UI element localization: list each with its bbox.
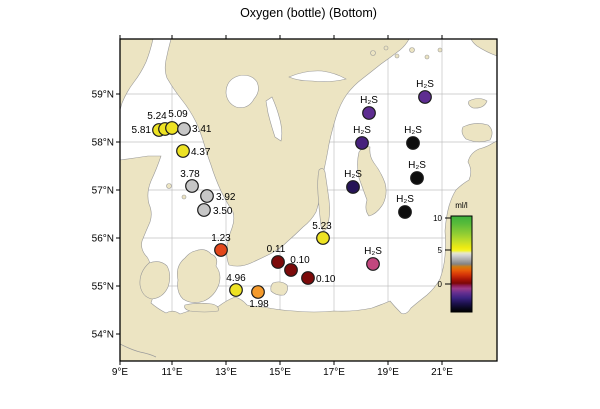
station-point [197,203,211,217]
station-point [271,255,285,269]
colorbar-tick-label: 5 [438,246,443,255]
island-zealand [177,249,221,303]
elbe-river [120,343,157,358]
station-label: 1.23 [211,233,231,244]
station-point [355,136,369,150]
station-label: H₂S [360,95,378,106]
station-label: 0.11 [267,244,286,255]
station-point [418,90,432,104]
station-point [406,136,420,150]
station-label: H₂S [408,160,426,171]
station-label: H₂S [353,125,371,136]
station-point [346,180,360,194]
station-label: 3.78 [180,169,200,180]
station-point [229,283,243,297]
station-point [176,144,190,158]
map-frame [119,38,498,362]
land-group [120,39,497,361]
island-hiiumaa [468,98,488,109]
y-axis-label: 59°N [92,90,114,101]
island-saaremaa [461,123,493,143]
station-label: 5.23 [312,221,332,232]
stations: 5.81 5.24 5.09 3.41 4.37 3.78 3.92 3.50 1.23 4.96… [132,79,435,310]
chart-title: Oxygen (bottle) (Bottom) [240,6,377,20]
colorbar: ml/l 10 5 0 [433,201,473,313]
colorbar-gradient [450,215,473,313]
lake-vanern [225,74,259,108]
axes: 9°E 11°E 13°E 15°E 17°E 19°E 21°E 59°N 58°N 57°N 5… [92,35,453,378]
lake-vattern [265,96,283,142]
station-point [366,257,380,271]
station-label: H₂S [344,169,362,180]
x-axis-label: 19°E [377,367,399,378]
station-point [284,263,298,277]
x-axis-label: 17°E [323,367,345,378]
station-label: H₂S [364,246,382,257]
island-lolland-falster [184,302,219,313]
y-axis-label: 54°N [92,330,114,341]
archipelago-islets [166,45,443,200]
station-point [214,243,228,257]
x-axis-label: 9°E [112,367,129,378]
station-label: 3.41 [192,124,212,135]
land-jutland-continent [120,140,497,361]
y-axis-label: 57°N [92,186,114,197]
colorbar-title: ml/l [455,201,468,210]
station-point [316,231,330,245]
station-label: H₂S [416,79,434,90]
station-point [251,285,265,299]
station-point [165,121,179,135]
colorbar-tick-label: 0 [438,280,443,289]
x-axis-label: 13°E [215,367,237,378]
station-label: 1.98 [249,299,269,310]
y-axis-label: 56°N [92,234,114,245]
colorbar-tick-label: 10 [433,214,442,223]
station-label: H₂S [396,194,414,205]
x-axis-label: 11°E [161,367,182,378]
land-northeast-corner [470,39,497,57]
land-norway [120,39,154,111]
station-point [410,171,424,185]
station-point [362,106,376,120]
station-point [177,122,191,136]
lake-malaren [288,70,347,82]
station-label: 5.24 [147,111,167,122]
x-axis-label: 15°E [269,367,291,378]
island-oland [317,168,330,231]
station-label: 3.50 [213,206,233,217]
station-point [185,179,199,193]
station-label: 3.92 [216,192,236,203]
station-label: 0.10 [290,255,310,266]
station-point [200,189,214,203]
island-gotland [357,146,387,217]
station-label: 0.10 [316,274,336,285]
station-point [398,205,412,219]
station-label: 4.96 [226,273,246,284]
y-axis-label: 55°N [92,282,114,293]
station-point [301,271,315,285]
station-label: H₂S [404,125,422,136]
station-label: 5.09 [168,109,188,120]
island-bornholm [270,281,288,296]
y-axis-label: 58°N [92,138,114,149]
station-label: 5.81 [132,125,152,136]
station-label: 4.37 [191,147,211,158]
island-funen [139,261,171,300]
x-axis-label: 21°E [431,367,453,378]
